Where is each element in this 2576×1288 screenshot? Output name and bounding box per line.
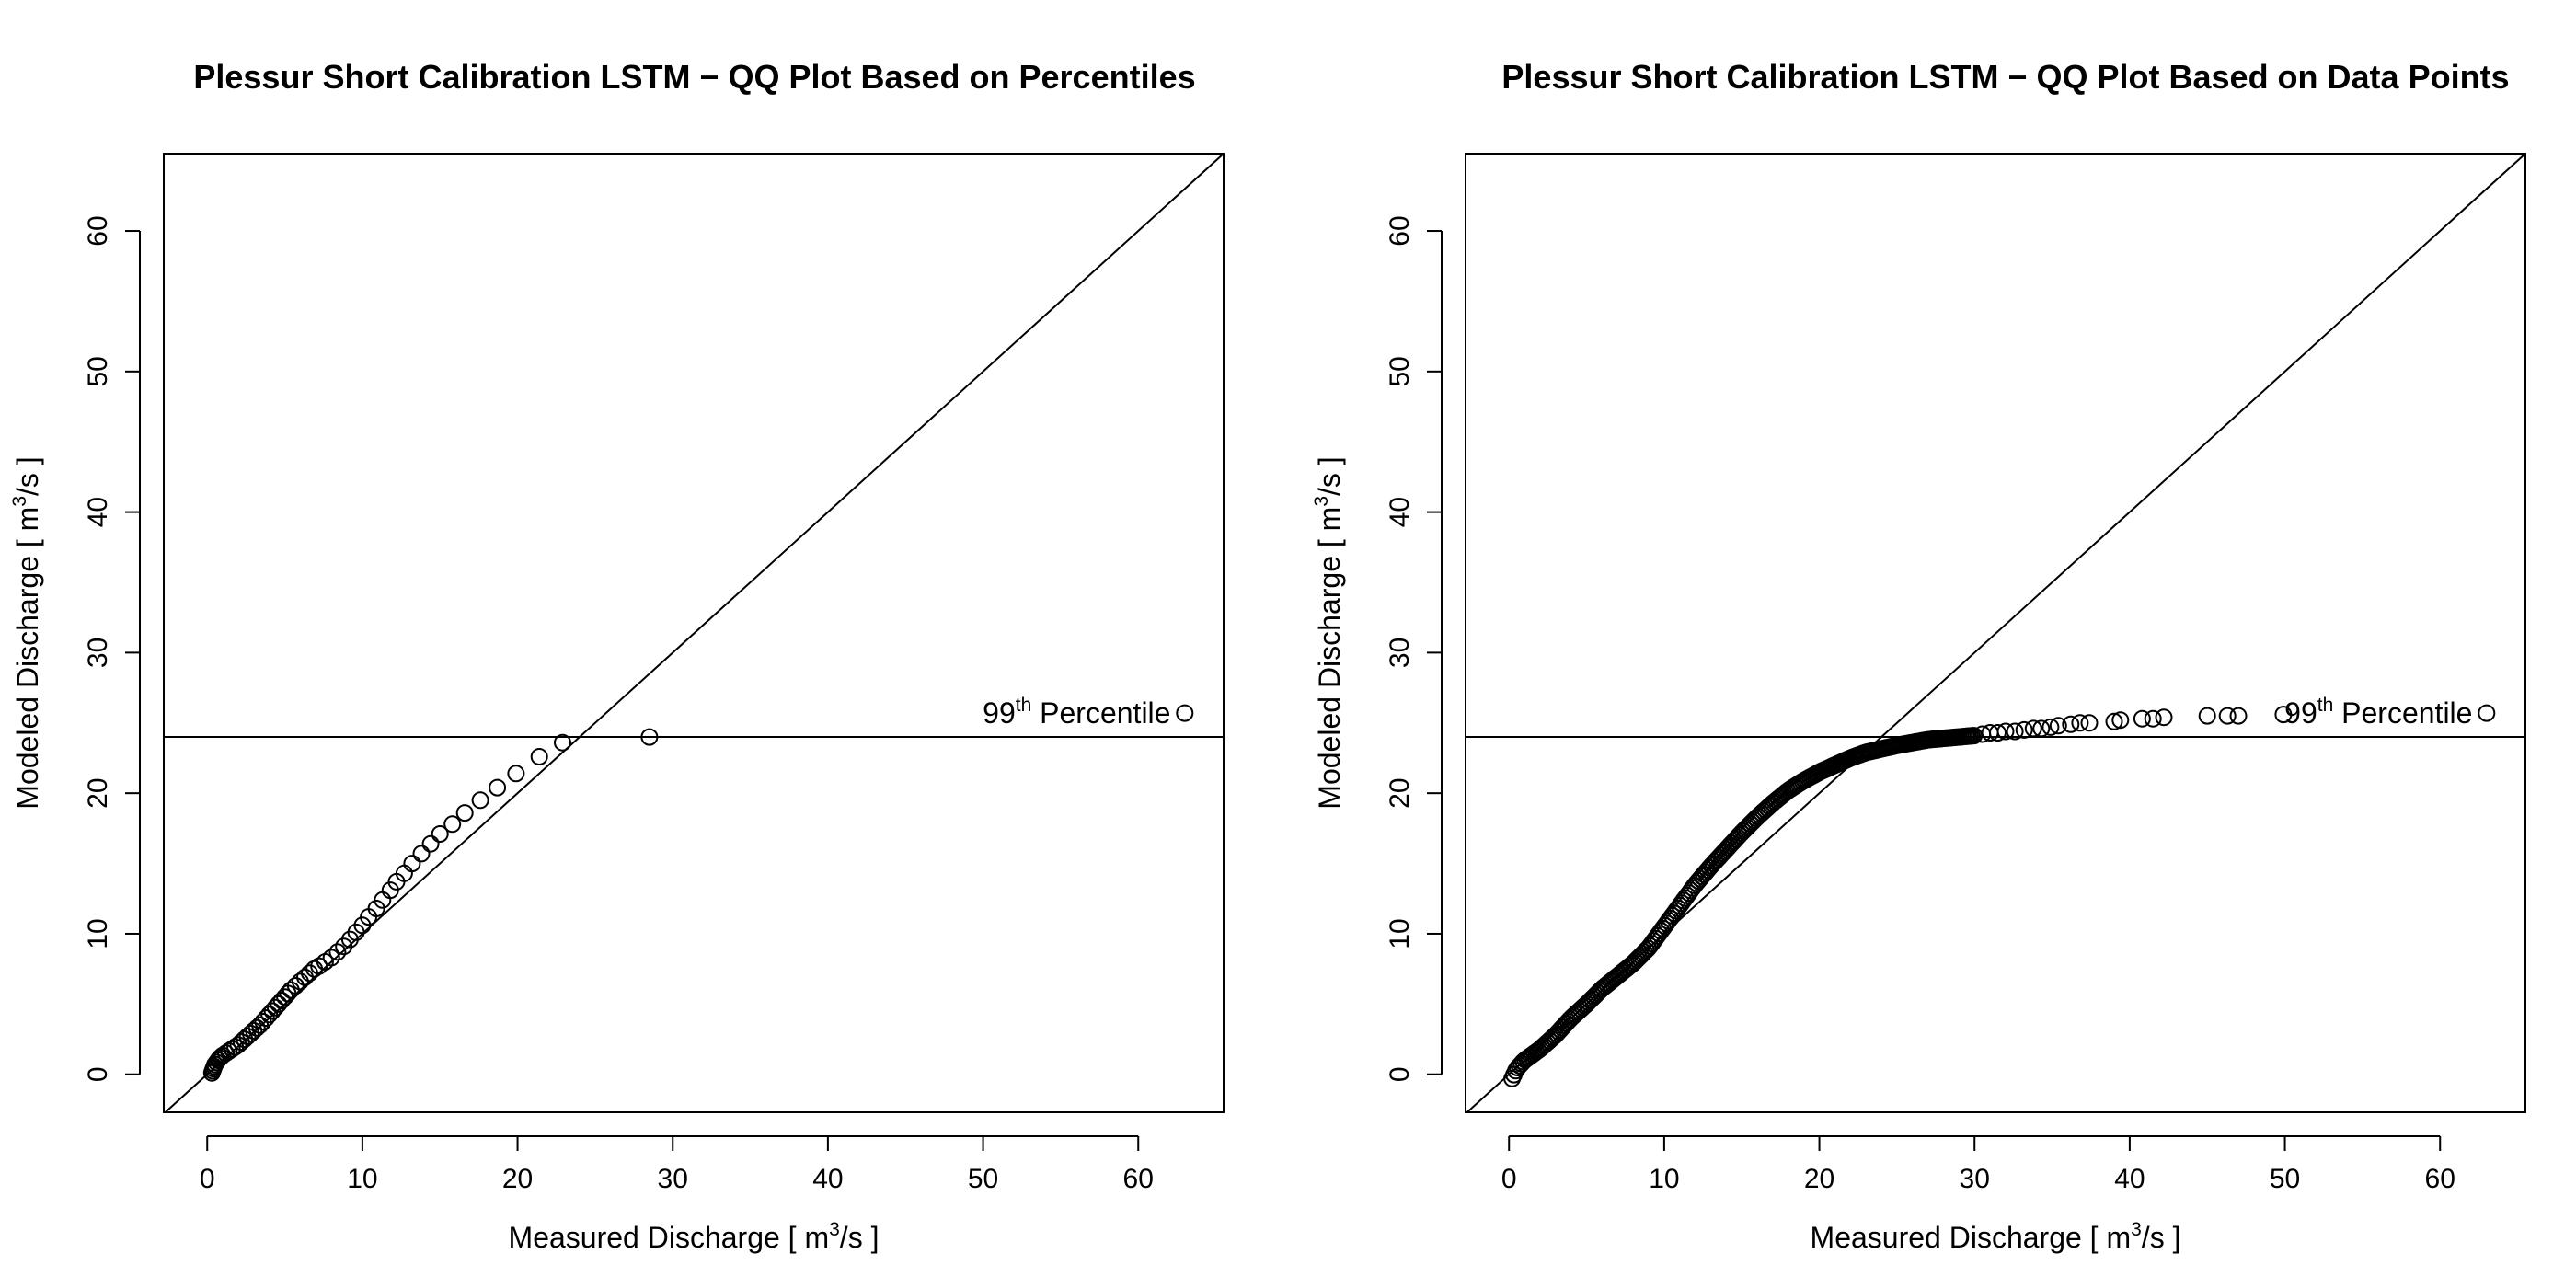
plot-frame xyxy=(1465,153,2526,1113)
percentile-annotation: 99th Percentile xyxy=(2284,695,2472,730)
x-tick-label: 30 xyxy=(658,1164,688,1194)
y-tick-label: 0 xyxy=(1385,1066,1415,1082)
y-tick-label: 20 xyxy=(1385,777,1415,808)
data-point xyxy=(530,748,548,765)
x-tick-label: 40 xyxy=(812,1164,843,1194)
data-point xyxy=(2144,709,2162,728)
x-tick-label: 60 xyxy=(1123,1164,1154,1194)
y-axis: 0 10 20 30 40 50 60 xyxy=(1385,215,1443,1082)
x-tick-label: 10 xyxy=(347,1164,377,1194)
y-tick-label: 0 xyxy=(83,1066,113,1082)
x-axis: 0 10 20 30 40 50 60 xyxy=(200,1135,1154,1194)
x-axis: 0 10 20 30 40 50 60 xyxy=(1501,1135,2455,1194)
x-tick-label: 50 xyxy=(2270,1164,2300,1194)
data-point xyxy=(291,972,309,991)
data-point xyxy=(489,778,507,797)
qq-plot-data-points: Plessur Short Calibration LSTM − QQ Plot… xyxy=(1311,58,2526,1254)
data-point xyxy=(296,968,314,986)
y-tick-label: 10 xyxy=(1385,918,1415,949)
data-point xyxy=(412,845,431,863)
data-point xyxy=(2006,722,2024,741)
y-axis: 0 10 20 30 40 50 60 xyxy=(83,215,141,1082)
data-point xyxy=(328,943,347,961)
y-tick-label: 30 xyxy=(1385,638,1415,668)
data-point xyxy=(1996,722,2015,741)
identity-line xyxy=(165,154,1224,1112)
plot-frame xyxy=(163,153,1225,1113)
data-points xyxy=(1503,704,2496,1087)
data-point xyxy=(2155,708,2173,727)
data-point xyxy=(2198,707,2216,725)
x-tick-label: 0 xyxy=(1501,1164,1517,1194)
chart-title: Plessur Short Calibration LSTM − QQ Plot… xyxy=(193,58,1195,96)
data-point xyxy=(471,791,489,810)
data-point xyxy=(443,815,462,834)
data-point xyxy=(640,728,659,746)
y-tick-label: 10 xyxy=(83,918,113,949)
data-point xyxy=(2478,704,2496,722)
percentile-annotation: 99th Percentile xyxy=(983,695,1170,730)
chart-title: Plessur Short Calibration LSTM − QQ Plot… xyxy=(1501,58,2509,96)
y-tick-label: 40 xyxy=(1385,497,1415,527)
data-point xyxy=(507,765,525,783)
qq-plot-percentiles: Plessur Short Calibration LSTM − QQ Plot… xyxy=(9,58,1225,1254)
y-tick-label: 30 xyxy=(83,638,113,668)
data-point xyxy=(2218,707,2237,725)
data-point xyxy=(403,855,421,873)
data-point xyxy=(322,949,340,967)
data-point xyxy=(247,1018,266,1037)
x-axis-label: Measured Discharge [ m3/s ] xyxy=(509,1219,880,1254)
data-point xyxy=(2105,712,2123,730)
data-point xyxy=(1176,704,1194,722)
data-point xyxy=(2133,709,2151,728)
y-tick-label: 60 xyxy=(1385,215,1415,246)
y-tick-label: 60 xyxy=(83,215,113,246)
data-point xyxy=(2041,718,2060,736)
data-point xyxy=(2071,714,2089,732)
data-point xyxy=(2274,706,2293,724)
data-point xyxy=(245,1021,263,1040)
data-point xyxy=(2062,715,2080,733)
data-point xyxy=(2049,717,2067,735)
data-point xyxy=(2015,720,2033,739)
x-tick-label: 50 xyxy=(968,1164,998,1194)
y-axis-label: Modeled Discharge [ m3/s ] xyxy=(1311,456,1346,809)
data-point xyxy=(554,733,571,752)
data-point xyxy=(2229,707,2248,725)
y-tick-label: 50 xyxy=(1385,356,1415,386)
y-tick-label: 20 xyxy=(83,777,113,808)
data-point xyxy=(1989,724,2007,742)
data-point xyxy=(2111,711,2130,730)
data-point xyxy=(455,804,474,822)
y-tick-label: 40 xyxy=(83,497,113,527)
data-point xyxy=(2024,719,2042,738)
y-axis-label: Modeled Discharge [ m3/s ] xyxy=(9,456,44,809)
x-tick-label: 40 xyxy=(2114,1164,2145,1194)
data-point xyxy=(421,834,440,853)
x-tick-label: 0 xyxy=(200,1164,215,1194)
data-point xyxy=(431,825,449,843)
x-axis-label: Measured Discharge [ m3/s ] xyxy=(1811,1219,2181,1254)
data-point xyxy=(1965,727,1984,745)
reference-lines xyxy=(164,154,1224,1112)
x-tick-label: 10 xyxy=(1649,1164,1679,1194)
data-point xyxy=(2080,714,2099,732)
x-tick-label: 20 xyxy=(502,1164,533,1194)
x-tick-label: 30 xyxy=(1960,1164,1990,1194)
data-points xyxy=(202,704,1194,1082)
data-point xyxy=(2032,719,2051,738)
y-tick-label: 50 xyxy=(83,356,113,386)
x-tick-label: 60 xyxy=(2425,1164,2455,1194)
x-tick-label: 20 xyxy=(1804,1164,1834,1194)
